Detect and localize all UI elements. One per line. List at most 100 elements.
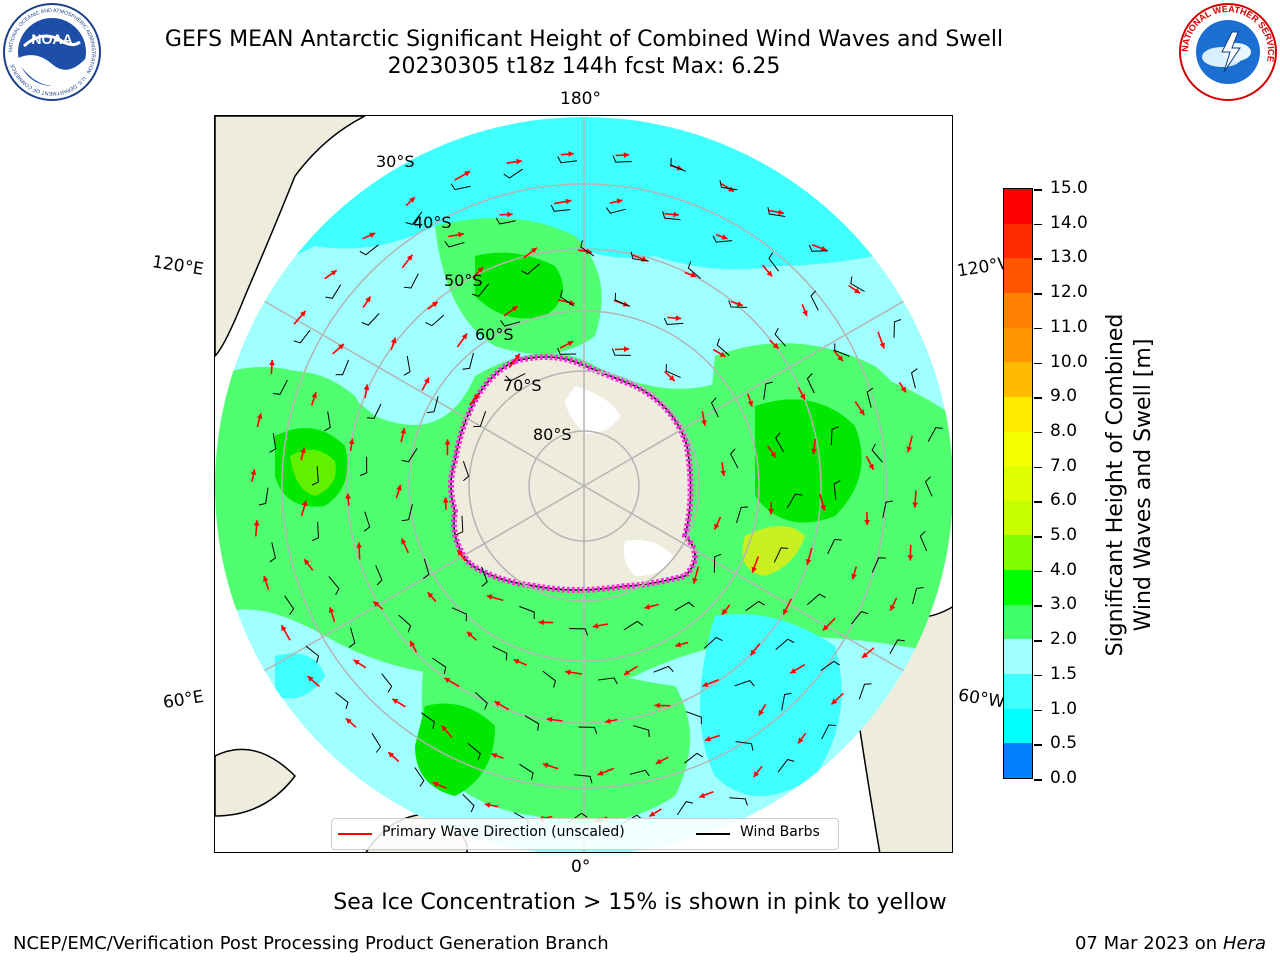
wind-barb — [366, 403, 382, 419]
wave-arrow-head — [467, 631, 473, 638]
wind-barb — [834, 343, 850, 357]
wind-barb — [519, 763, 534, 780]
wind-barb — [833, 480, 841, 500]
lon-label-0: 0° — [571, 857, 591, 877]
wind-barb — [623, 620, 644, 631]
wind-barb — [273, 379, 288, 395]
wave-arrow-head — [365, 296, 371, 303]
wind-barb — [348, 627, 356, 648]
wind-barb — [462, 461, 470, 482]
wind-barb — [777, 758, 795, 773]
map-legend: Primary Wave Direction (unscaled) Wind B… — [331, 818, 839, 850]
wave-arrow-head — [654, 702, 660, 709]
colorbar-tick — [1034, 258, 1042, 260]
wind-barb — [912, 587, 924, 605]
colorbar-segment — [1004, 570, 1032, 605]
wave-arrow-head — [410, 640, 416, 647]
wave-arrow-head — [623, 152, 630, 158]
wave-arrow-head — [373, 601, 380, 607]
wind-barb — [542, 670, 557, 688]
wind-barb — [919, 530, 928, 552]
wave-arrow-head — [300, 447, 306, 454]
wind-barb — [614, 292, 631, 307]
wind-barb — [745, 600, 765, 612]
wave-arrow-head — [442, 497, 449, 503]
wind-barb — [401, 448, 418, 463]
wave-arrow-head — [851, 573, 857, 580]
colorbar-tick-label: 14.0 — [1050, 212, 1088, 233]
lon-label-60w: 60°W — [956, 685, 1007, 713]
wave-arrow-head — [396, 484, 402, 491]
colorbar-tick-label: 1.5 — [1050, 663, 1078, 684]
wave-arrow-head — [369, 232, 376, 238]
wind-barb — [911, 368, 918, 389]
wave-region — [290, 449, 336, 496]
colorbar-segment — [1004, 362, 1032, 397]
primary-wave-legend-label: Primary Wave Direction (unscaled) — [382, 824, 625, 840]
wind-barb — [713, 553, 722, 573]
wind-barb — [404, 273, 419, 289]
colorbar-tick — [1034, 397, 1042, 399]
wave-arrow-head — [400, 428, 407, 434]
wind-barb — [481, 566, 488, 587]
colorbar-tick-label: 1.0 — [1050, 698, 1078, 719]
colorbar-tick-label: 8.0 — [1050, 420, 1078, 441]
wind-barb — [684, 752, 704, 764]
wind-barb — [269, 433, 277, 453]
wave-arrow-head — [879, 342, 885, 349]
colorbar-title-line2: Wind Waves and Swell [m] — [1131, 338, 1156, 632]
colorbar-tick — [1034, 327, 1042, 330]
wave-arrow-head — [675, 315, 682, 321]
sea-ice-footnote: Sea Ice Concentration > 15% is shown in … — [333, 890, 947, 915]
wind-barb — [569, 628, 589, 636]
wave-arrow-head — [655, 758, 662, 764]
wave-region — [475, 252, 563, 319]
wave-arrow-head — [605, 718, 611, 724]
colorbar-segment — [1004, 292, 1032, 328]
wave-arrow-head — [491, 753, 498, 759]
wave-arrow-head — [514, 353, 520, 360]
colorbar-tick-label: 5.0 — [1050, 525, 1078, 546]
wind-barb — [633, 725, 650, 738]
wave-arrow-head — [822, 624, 829, 631]
colorbar-tick — [1034, 744, 1042, 746]
wind-barb — [414, 767, 425, 787]
colorbar-tick — [1034, 640, 1042, 642]
wave-arrow-head — [477, 267, 484, 273]
wind-barb — [729, 448, 739, 469]
colorbar-segment — [1004, 223, 1032, 259]
wind-barb — [728, 300, 748, 308]
wave-arrow-head — [699, 792, 706, 799]
wave-arrow-head — [719, 351, 726, 357]
wave-arrow-head — [820, 245, 827, 252]
wind-barb — [716, 338, 730, 356]
wave-arrow-head — [616, 198, 623, 205]
wind-barb — [612, 155, 632, 163]
colorbar-tick-label: 12.0 — [1050, 282, 1088, 303]
wind-barb — [866, 387, 874, 408]
wind-barb — [925, 476, 933, 497]
colorbar-segment — [1004, 500, 1032, 536]
wave-arrow-head — [301, 500, 308, 507]
wave-arrow-head — [720, 470, 726, 477]
lat-label-80s: 80°S — [533, 425, 572, 444]
wave-arrow-head — [444, 677, 451, 683]
wave-arrow-head — [531, 247, 537, 254]
wave-arrow-head — [714, 523, 720, 530]
wind-barb — [806, 593, 826, 606]
wind-barb — [729, 797, 748, 806]
wind-barb — [557, 156, 577, 164]
wave-arrow-head — [328, 607, 335, 614]
wave-arrow-head — [854, 287, 861, 294]
noaa-logo: NOAA NATIONAL OCEANIC AND ATMOSPHERIC AD… — [3, 3, 101, 101]
wind-barb — [605, 207, 626, 214]
colorbar-segment — [1004, 327, 1032, 363]
wind-barb — [360, 456, 368, 476]
graticule — [215, 117, 952, 852]
wind-barb — [734, 680, 755, 687]
ross-ice-shelf — [565, 386, 620, 434]
wind-barb — [473, 411, 487, 428]
wind-barb — [328, 576, 340, 596]
africa-landmass — [215, 748, 296, 817]
wave-arrow-head — [906, 446, 913, 453]
